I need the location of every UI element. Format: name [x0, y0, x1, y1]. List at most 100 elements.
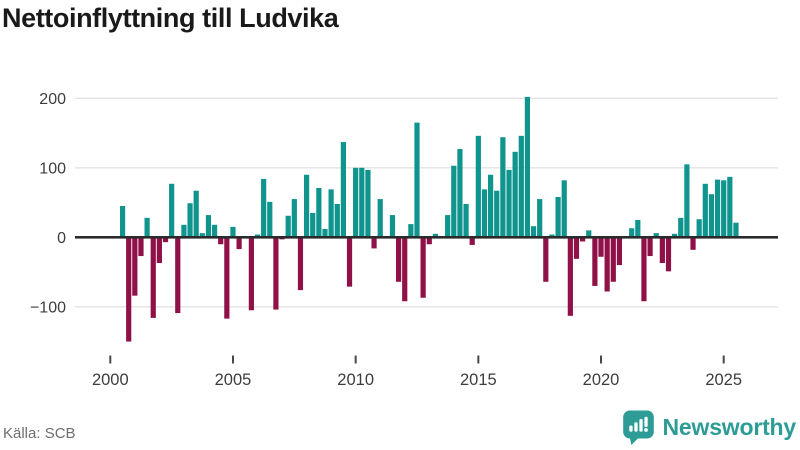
bar-2025q1: [721, 180, 727, 238]
bar-2023q1: [672, 233, 678, 238]
bar-2022q1: [647, 237, 653, 257]
bar-2018q4: [567, 237, 573, 316]
bar-2006q1: [254, 234, 261, 238]
bar-2017q1: [524, 96, 531, 238]
bar-2001q4: [150, 237, 156, 318]
bar-2022q4: [665, 237, 672, 272]
bar-2010q3: [365, 169, 371, 238]
bar-2011q3: [389, 215, 396, 238]
bar-2003q3: [193, 190, 199, 238]
bar-2018q1: [549, 234, 555, 238]
bar-2023q2: [678, 217, 684, 238]
bar-2023q4: [690, 237, 696, 250]
bar-2014q2: [457, 149, 463, 238]
bar-2008q2: [310, 212, 316, 238]
bar-2005q2: [236, 237, 242, 250]
bar-2000q4: [126, 237, 132, 342]
bar-2008q3: [316, 187, 322, 238]
bar-2009q4: [346, 237, 353, 287]
bar-2009q1: [328, 189, 334, 238]
newsworthy-wordmark: Newsworthy: [662, 414, 797, 440]
x-axis-label: 2020: [583, 371, 620, 389]
bar-2001q1: [132, 237, 138, 296]
bar-2002q4: [175, 237, 181, 314]
bar-2017q4: [543, 237, 549, 282]
bar-2014q4: [469, 237, 475, 245]
bar-2006q3: [267, 201, 273, 238]
bar-2010q2: [359, 167, 365, 238]
bar-2002q2: [162, 237, 169, 243]
x-axis-label: 2005: [215, 371, 252, 389]
bar-2016q2: [506, 169, 512, 238]
bar-2003q1: [181, 224, 187, 238]
bar-2006q2: [261, 178, 267, 238]
bar-2022q3: [659, 237, 665, 264]
bar-2015q1: [475, 135, 481, 238]
bar-2025q2: [727, 176, 733, 238]
bar-2012q1: [402, 237, 408, 302]
source-label: Källa: SCB: [3, 425, 76, 442]
bar-2019q4: [592, 237, 598, 286]
bar-2017q3: [537, 199, 543, 238]
newsworthy-logo[interactable]: Newsworthy: [622, 410, 796, 445]
bar-2024q1: [696, 219, 702, 238]
bar-2015q3: [488, 174, 494, 238]
bar-2024q2: [702, 183, 708, 238]
bar-2001q3: [144, 217, 150, 238]
bar-2023q3: [684, 164, 690, 238]
bar-2005q4: [248, 237, 254, 311]
bar-2000q3: [119, 206, 126, 238]
bar-2025q3: [733, 222, 739, 238]
x-axis-label: 2015: [460, 371, 497, 389]
bar-2013q2: [432, 233, 438, 238]
bar-2015q2: [481, 189, 488, 238]
y-axis-label: 100: [39, 160, 66, 177]
bar-2008q4: [322, 228, 328, 238]
bar-2010q1: [353, 167, 359, 238]
bar-2017q2: [530, 226, 537, 238]
bar-2021q3: [635, 219, 641, 238]
x-axis-label: 2000: [92, 371, 129, 389]
bar-2005q1: [230, 226, 236, 238]
bar-2004q4: [224, 237, 230, 319]
bar-2004q2: [211, 224, 218, 238]
y-axis-label: −100: [30, 299, 66, 316]
bar-2019q2: [580, 237, 586, 242]
bar-2003q4: [199, 233, 205, 238]
bar-2024q4: [714, 179, 721, 238]
bar-2012q3: [414, 122, 420, 238]
bar-2002q1: [156, 237, 162, 264]
bar-2014q1: [451, 165, 457, 238]
y-axis-label: 0: [57, 230, 66, 247]
bar-2019q3: [586, 230, 592, 238]
bar-2021q4: [641, 237, 647, 302]
bar-2020q3: [610, 237, 616, 282]
bar-2016q4: [518, 135, 524, 238]
bar-2002q3: [169, 183, 175, 238]
bar-2004q1: [205, 215, 212, 238]
x-axis-label: 2025: [705, 371, 742, 389]
bar-2012q4: [420, 237, 426, 298]
bar-2020q1: [598, 237, 604, 257]
bar-2007q4: [297, 237, 304, 291]
bar-2010q4: [371, 237, 377, 249]
bar-2016q1: [500, 137, 506, 238]
bar-2006q4: [273, 237, 279, 310]
bar-2021q2: [629, 228, 635, 238]
bar-2007q3: [291, 199, 297, 238]
bar-2020q4: [616, 237, 623, 266]
bar-2018q2: [555, 196, 561, 238]
bar-2024q3: [708, 194, 715, 238]
bar-2022q2: [653, 233, 659, 238]
bar-2003q2: [187, 203, 193, 238]
bar-2020q2: [604, 237, 610, 292]
zero-axis-line: [75, 236, 778, 239]
bar-2012q2: [408, 224, 414, 238]
newsworthy-badge-icon: [622, 410, 654, 445]
bar-2009q3: [340, 142, 346, 238]
bar-2019q1: [573, 237, 580, 259]
bar-2016q3: [512, 151, 518, 238]
chart-title: Nettoinflyttning till Ludvika: [2, 3, 339, 33]
bar-2008q1: [303, 174, 310, 238]
bar-2009q2: [334, 203, 340, 238]
